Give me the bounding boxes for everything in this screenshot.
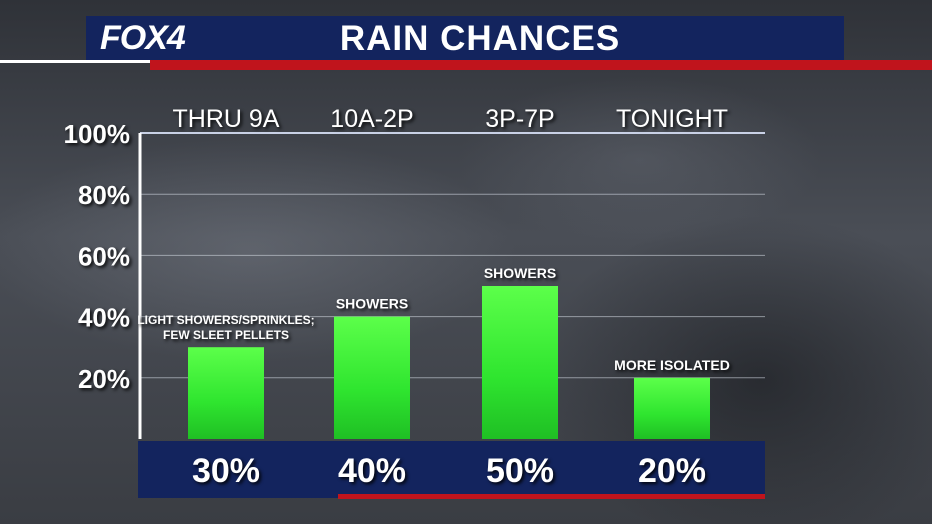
red-accent-stripe (150, 60, 932, 70)
chart-bars (188, 286, 710, 439)
y-tick-label: 80% (78, 180, 130, 210)
value-label: 30% (192, 452, 260, 490)
bar-annotation: FEW SLEET PELLETS (163, 328, 289, 342)
value-label: 40% (338, 452, 406, 490)
y-tick-label: 60% (78, 241, 130, 271)
title-banner (86, 16, 844, 60)
bar (634, 377, 710, 439)
category-label: 10A-2P (330, 105, 413, 133)
category-label: THRU 9A (173, 105, 280, 133)
y-axis: 20% 40% 60% 80% 100% (64, 119, 142, 439)
bar (188, 347, 264, 439)
y-tick-label: 100% (64, 119, 131, 149)
category-label: 3P-7P (485, 105, 554, 133)
bar (482, 286, 558, 439)
bar-annotation: MORE ISOLATED (614, 357, 730, 373)
y-tick-label: 40% (78, 303, 130, 333)
bar-annotation: SHOWERS (484, 265, 556, 281)
bar-annotation: SHOWERS (336, 296, 408, 312)
bar-annotation: LIGHT SHOWERS/SPRINKLES; (137, 313, 314, 327)
bar (334, 316, 410, 439)
chart-labels: THRU 9A LIGHT SHOWERS/SPRINKLES;FEW SLEET… (137, 105, 729, 490)
station-logo: FOX4 (100, 19, 186, 57)
category-label: TONIGHT (616, 105, 728, 133)
y-tick-label: 20% (78, 364, 130, 394)
value-label: 50% (486, 452, 554, 490)
value-label-bar (138, 441, 765, 498)
page-title: RAIN CHANCES (339, 19, 621, 58)
bottom-red-stripe (338, 494, 765, 499)
value-label: 20% (638, 452, 706, 490)
